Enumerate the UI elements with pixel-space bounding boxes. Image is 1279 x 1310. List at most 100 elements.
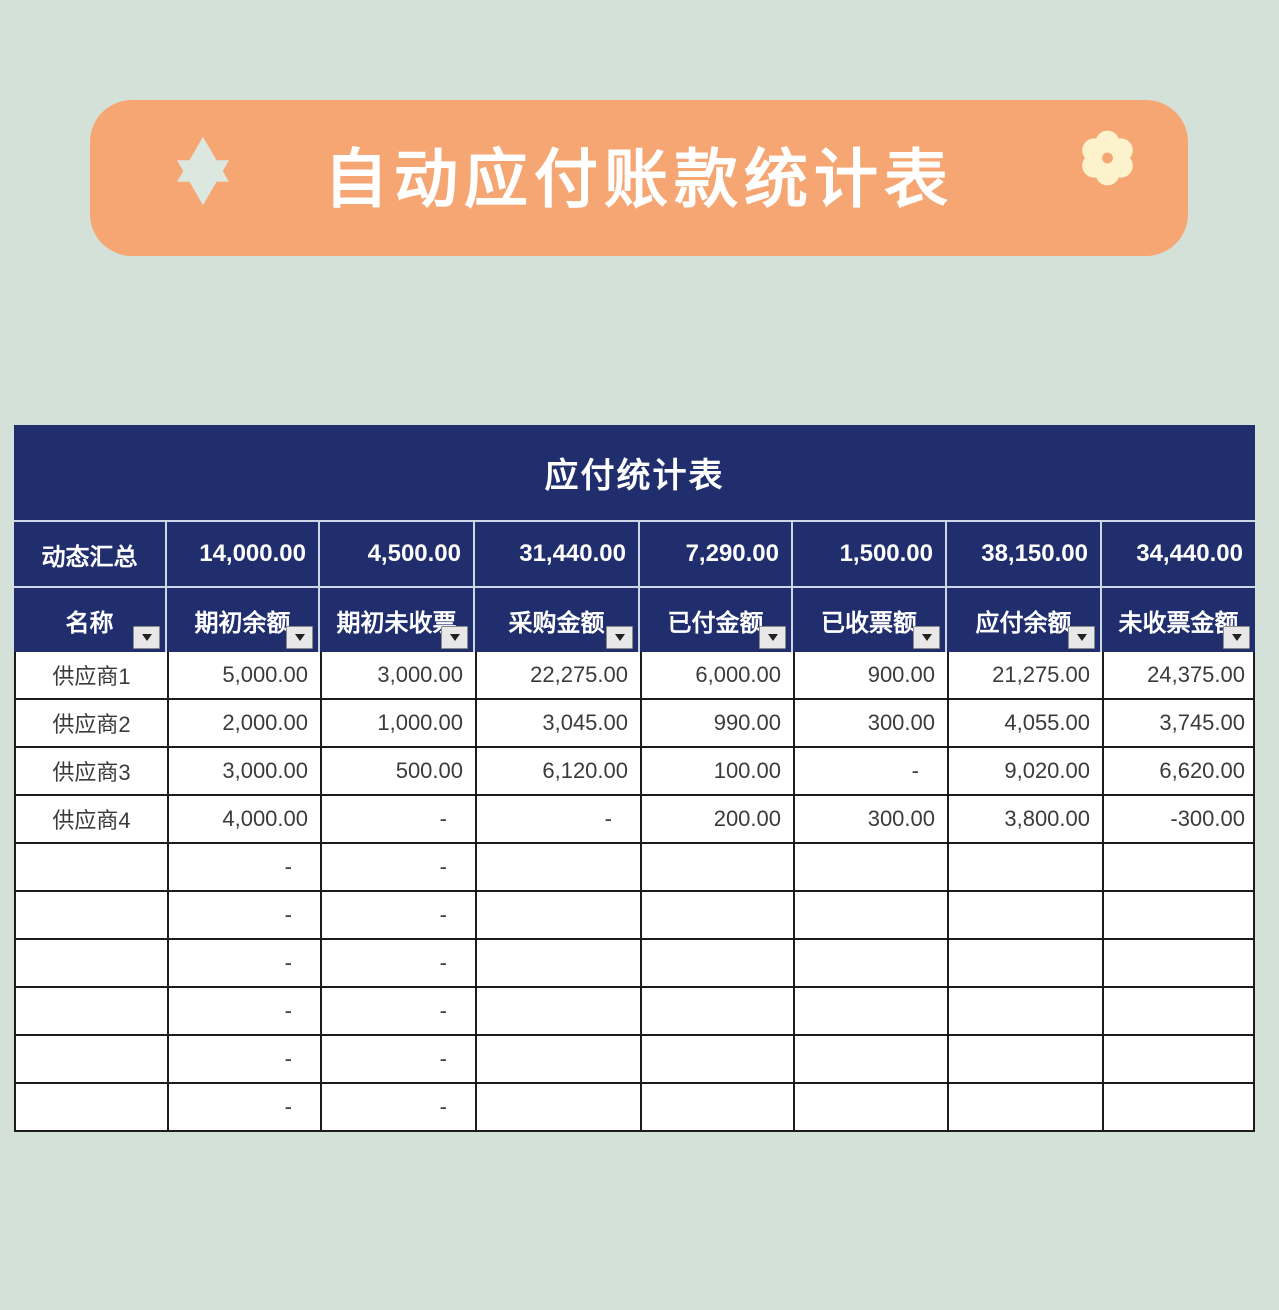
amount-cell[interactable]: 5,000.00 — [167, 652, 320, 698]
supplier-name-cell[interactable] — [16, 892, 167, 938]
amount-cell[interactable]: 3,745.00 — [1102, 700, 1257, 746]
amount-cell[interactable]: 100.00 — [640, 748, 793, 794]
amount-cell[interactable]: 4,000.00 — [167, 796, 320, 842]
filter-dropdown[interactable] — [759, 626, 786, 649]
amount-cell[interactable] — [793, 940, 947, 986]
amount-cell[interactable]: 500.00 — [320, 748, 475, 794]
filter-dropdown[interactable] — [133, 626, 160, 649]
summary-label-cell[interactable]: 动态汇总 — [41, 543, 138, 571]
amount-cell[interactable] — [1102, 940, 1257, 986]
filter-dropdown[interactable] — [606, 626, 633, 649]
amount-cell[interactable]: 990.00 — [640, 700, 793, 746]
amount-cell[interactable] — [640, 988, 793, 1034]
amount-cell[interactable]: 22,275.00 — [475, 652, 640, 698]
column-header[interactable]: 已收票额 — [791, 588, 945, 652]
amount-cell[interactable] — [475, 988, 640, 1034]
column-header[interactable]: 期初未收票 — [318, 588, 473, 652]
amount-cell[interactable]: - — [167, 1084, 320, 1130]
amount-cell[interactable]: 24,375.00 — [1102, 652, 1257, 698]
amount-cell[interactable]: 300.00 — [793, 700, 947, 746]
amount-cell[interactable]: 3,800.00 — [947, 796, 1102, 842]
amount-cell[interactable] — [947, 892, 1102, 938]
supplier-name-cell[interactable]: 供应商2 — [52, 712, 131, 737]
amount-cell[interactable] — [640, 892, 793, 938]
summary-value-cell[interactable]: 14,000.00 — [165, 522, 318, 586]
amount-cell[interactable]: 6,000.00 — [640, 652, 793, 698]
amount-cell[interactable]: 2,000.00 — [167, 700, 320, 746]
amount-cell[interactable] — [947, 1084, 1102, 1130]
amount-cell[interactable]: 200.00 — [640, 796, 793, 842]
amount-cell[interactable] — [640, 844, 793, 890]
amount-cell[interactable]: 6,620.00 — [1102, 748, 1257, 794]
amount-cell[interactable]: - — [320, 988, 475, 1034]
amount-cell[interactable]: 1,000.00 — [320, 700, 475, 746]
column-header[interactable]: 未收票金额 — [1100, 588, 1255, 652]
amount-cell[interactable] — [793, 844, 947, 890]
amount-cell[interactable]: - — [167, 892, 320, 938]
amount-cell[interactable]: - — [320, 892, 475, 938]
supplier-name-cell[interactable]: 供应商1 — [52, 664, 131, 689]
amount-cell[interactable]: 3,045.00 — [475, 700, 640, 746]
amount-cell[interactable]: - — [167, 1036, 320, 1082]
amount-cell[interactable]: - — [320, 844, 475, 890]
amount-cell[interactable] — [947, 1036, 1102, 1082]
amount-cell[interactable] — [640, 940, 793, 986]
amount-cell[interactable]: - — [167, 844, 320, 890]
column-header[interactable]: 已付金额 — [638, 588, 791, 652]
filter-dropdown[interactable] — [913, 626, 940, 649]
amount-cell[interactable]: 21,275.00 — [947, 652, 1102, 698]
supplier-name-cell[interactable]: 供应商4 — [52, 808, 131, 833]
supplier-name-cell[interactable] — [16, 988, 167, 1034]
amount-cell[interactable]: 9,020.00 — [947, 748, 1102, 794]
amount-cell[interactable] — [947, 988, 1102, 1034]
amount-cell[interactable]: 3,000.00 — [320, 652, 475, 698]
column-header[interactable]: 应付余额 — [945, 588, 1100, 652]
amount-cell[interactable] — [1102, 892, 1257, 938]
amount-cell[interactable] — [1102, 844, 1257, 890]
summary-value-cell[interactable]: 1,500.00 — [791, 522, 945, 586]
amount-cell[interactable]: 6,120.00 — [475, 748, 640, 794]
amount-cell[interactable]: - — [320, 1036, 475, 1082]
filter-dropdown[interactable] — [441, 626, 468, 649]
amount-cell[interactable] — [793, 1084, 947, 1130]
column-header[interactable]: 名称 — [14, 588, 165, 652]
amount-cell[interactable]: - — [793, 748, 947, 794]
supplier-name-cell[interactable] — [16, 940, 167, 986]
summary-value-cell[interactable]: 4,500.00 — [318, 522, 473, 586]
amount-cell[interactable]: 900.00 — [793, 652, 947, 698]
amount-cell[interactable] — [1102, 1036, 1257, 1082]
column-header[interactable]: 采购金额 — [473, 588, 638, 652]
amount-cell[interactable] — [640, 1036, 793, 1082]
summary-value-cell[interactable]: 34,440.00 — [1100, 522, 1255, 586]
summary-value-cell[interactable]: 38,150.00 — [945, 522, 1100, 586]
amount-cell[interactable] — [475, 844, 640, 890]
amount-cell[interactable] — [1102, 1084, 1257, 1130]
filter-dropdown[interactable] — [1068, 626, 1095, 649]
amount-cell[interactable] — [475, 892, 640, 938]
column-header[interactable]: 期初余额 — [165, 588, 318, 652]
amount-cell[interactable] — [793, 1036, 947, 1082]
amount-cell[interactable] — [793, 892, 947, 938]
amount-cell[interactable]: - — [320, 1084, 475, 1130]
amount-cell[interactable] — [947, 940, 1102, 986]
amount-cell[interactable]: - — [320, 796, 475, 842]
amount-cell[interactable] — [475, 1084, 640, 1130]
amount-cell[interactable]: 3,000.00 — [167, 748, 320, 794]
amount-cell[interactable]: - — [167, 988, 320, 1034]
amount-cell[interactable]: -300.00 — [1102, 796, 1257, 842]
amount-cell[interactable]: 300.00 — [793, 796, 947, 842]
amount-cell[interactable] — [640, 1084, 793, 1130]
supplier-name-cell[interactable] — [16, 844, 167, 890]
summary-value-cell[interactable]: 31,440.00 — [473, 522, 638, 586]
amount-cell[interactable]: 4,055.00 — [947, 700, 1102, 746]
filter-dropdown[interactable] — [286, 626, 313, 649]
amount-cell[interactable]: - — [475, 796, 640, 842]
amount-cell[interactable] — [475, 940, 640, 986]
amount-cell[interactable] — [947, 844, 1102, 890]
supplier-name-cell[interactable] — [16, 1036, 167, 1082]
filter-dropdown[interactable] — [1223, 626, 1250, 649]
amount-cell[interactable]: - — [320, 940, 475, 986]
amount-cell[interactable]: - — [167, 940, 320, 986]
amount-cell[interactable] — [475, 1036, 640, 1082]
supplier-name-cell[interactable] — [16, 1084, 167, 1130]
